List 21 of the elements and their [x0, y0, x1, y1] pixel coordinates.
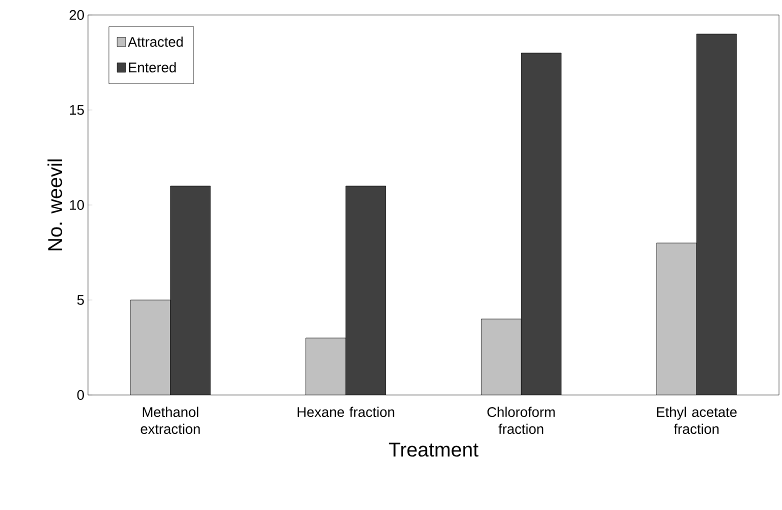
x-tick-label: Chloroform fraction: [487, 406, 555, 434]
legend-label: Attracted: [128, 36, 183, 47]
bar: [520, 52, 562, 395]
bar: [656, 242, 697, 395]
x-tick-label: Ethyl acetate fraction: [657, 406, 737, 434]
y-axis-title: No. weevil: [47, 159, 62, 250]
y-tick-label: 15: [70, 105, 84, 115]
bar: [346, 186, 386, 395]
y-tick-label: 5: [77, 295, 84, 305]
y-tick-label: 20: [70, 10, 84, 20]
x-tick-label: Methanol extraction: [140, 406, 200, 434]
bar: [306, 338, 346, 395]
bar: [130, 300, 171, 395]
y-tick-label: 0: [77, 390, 84, 400]
x-axis-title: Treatment: [388, 442, 478, 457]
legend-label: Entered: [128, 62, 176, 72]
y-tick-label: 10: [70, 200, 84, 210]
x-tick-label: Hexane fraction: [298, 406, 394, 418]
bar: [170, 186, 211, 395]
bar: [480, 318, 522, 395]
bar: [696, 34, 737, 395]
